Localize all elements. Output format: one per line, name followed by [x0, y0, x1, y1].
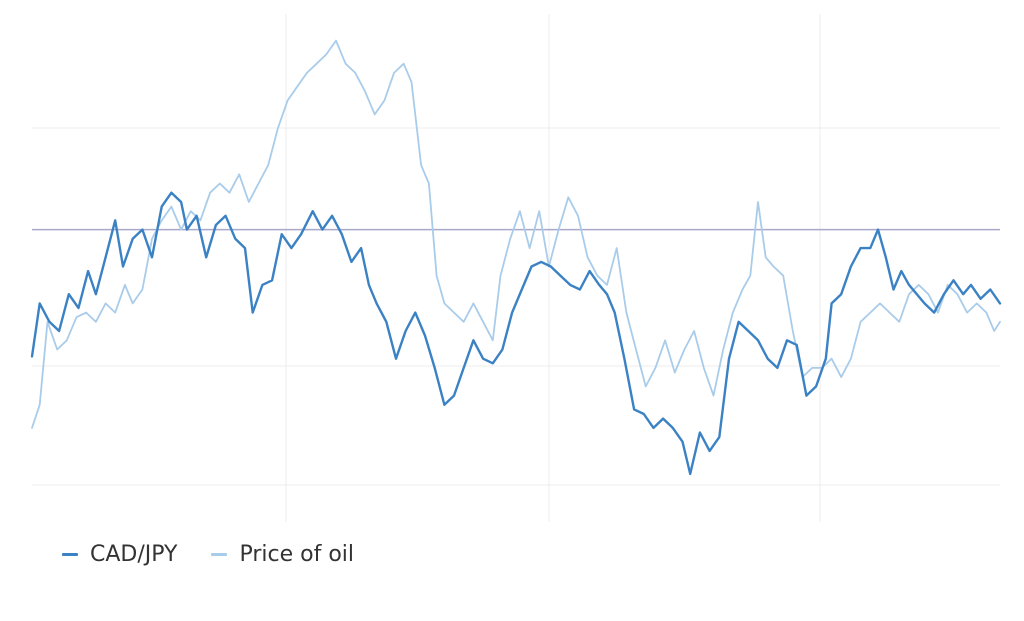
legend-label-cad-jpy: CAD/JPY	[90, 542, 178, 567]
legend-label-price-of-oil: Price of oil	[239, 542, 355, 567]
series-line-price-of-oil	[31, 39, 1001, 429]
legend-swatch-cad-jpy	[62, 553, 78, 556]
legend-item-price-of-oil[interactable]: Price of oil	[211, 542, 354, 567]
grid	[32, 14, 1000, 522]
legend: CAD/JPY Price of oil	[62, 542, 388, 567]
legend-item-cad-jpy[interactable]: CAD/JPY	[62, 542, 177, 567]
series-line-cad-jpy	[30, 191, 1002, 476]
series-group	[30, 39, 1002, 476]
legend-swatch-price-of-oil	[211, 553, 228, 556]
